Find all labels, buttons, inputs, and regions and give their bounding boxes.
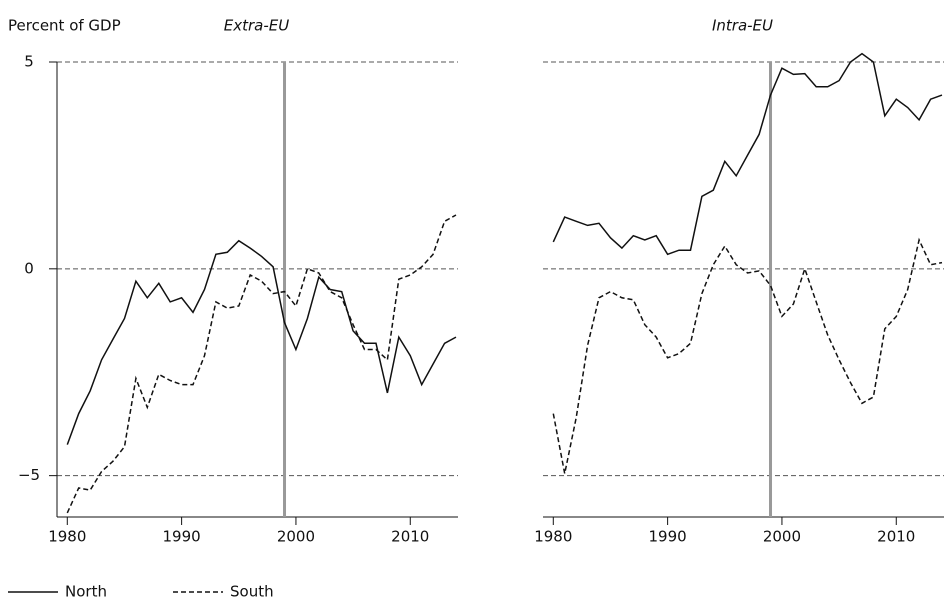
x-tick-label: 1980 — [48, 528, 86, 546]
y-tick-label: 5 — [24, 53, 34, 71]
y-tick-label: −5 — [18, 466, 40, 484]
x-tick-label: 2000 — [763, 528, 801, 546]
x-tick-label: 2000 — [277, 528, 315, 546]
x-tick-label: 1990 — [649, 528, 687, 546]
series-line — [66, 239, 457, 445]
y-axis-label: Percent of GDP — [8, 17, 121, 35]
series-line — [552, 52, 943, 256]
legend-label: North — [65, 583, 107, 601]
x-tick-label: 2010 — [877, 528, 915, 546]
x-tick-label: 1990 — [163, 528, 201, 546]
series-line — [552, 237, 943, 474]
x-tick-label: 1980 — [534, 528, 572, 546]
x-tick-label: 2010 — [391, 528, 429, 546]
panel-title: Extra-EU — [224, 17, 289, 35]
y-tick-label: 0 — [24, 259, 34, 277]
panel-title: Intra-EU — [712, 17, 773, 35]
series-line — [66, 214, 457, 514]
legend-label: South — [230, 583, 274, 601]
